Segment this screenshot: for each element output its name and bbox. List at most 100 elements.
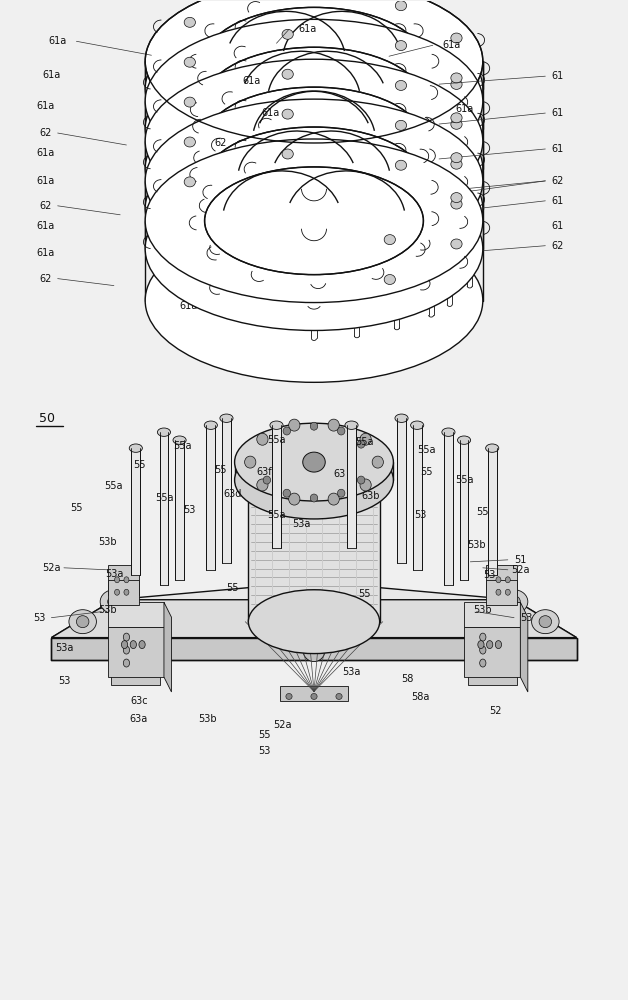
- Ellipse shape: [145, 47, 483, 211]
- Text: 61: 61: [552, 108, 564, 118]
- Ellipse shape: [184, 137, 195, 147]
- Ellipse shape: [289, 419, 300, 431]
- Text: 62: 62: [39, 128, 51, 138]
- Ellipse shape: [263, 476, 271, 484]
- Text: 55: 55: [477, 507, 489, 517]
- Text: 53a: 53a: [55, 643, 73, 653]
- Ellipse shape: [270, 421, 283, 429]
- Polygon shape: [488, 448, 497, 575]
- Text: 52a: 52a: [273, 720, 292, 730]
- Text: 61: 61: [552, 144, 564, 154]
- Text: 61a: 61a: [36, 101, 54, 111]
- Text: 55a: 55a: [173, 441, 192, 451]
- Ellipse shape: [248, 448, 380, 512]
- Text: 61a: 61a: [42, 70, 60, 80]
- Ellipse shape: [184, 57, 195, 67]
- Polygon shape: [460, 440, 468, 580]
- Polygon shape: [222, 418, 231, 563]
- Ellipse shape: [145, 99, 483, 263]
- Ellipse shape: [145, 0, 483, 143]
- Ellipse shape: [506, 589, 511, 595]
- Text: 62: 62: [214, 138, 227, 148]
- Polygon shape: [51, 600, 577, 638]
- Text: 62: 62: [39, 201, 51, 211]
- Ellipse shape: [123, 646, 129, 654]
- Text: 61a: 61a: [48, 36, 67, 46]
- Text: 63: 63: [333, 469, 345, 479]
- Text: 53b: 53b: [99, 605, 117, 615]
- Polygon shape: [486, 580, 517, 605]
- Ellipse shape: [451, 119, 462, 129]
- Text: 58: 58: [401, 675, 414, 685]
- Ellipse shape: [396, 80, 406, 90]
- Text: 55: 55: [257, 730, 270, 740]
- Polygon shape: [107, 580, 139, 605]
- Text: 52: 52: [489, 706, 502, 716]
- Ellipse shape: [145, 19, 483, 183]
- Ellipse shape: [129, 444, 143, 452]
- Ellipse shape: [123, 659, 129, 667]
- Polygon shape: [107, 602, 164, 627]
- Text: 62: 62: [551, 241, 564, 251]
- Polygon shape: [111, 648, 160, 685]
- Text: 61a: 61a: [36, 148, 54, 158]
- Polygon shape: [279, 686, 349, 701]
- Text: 63f: 63f: [256, 467, 272, 477]
- Text: 53a: 53a: [292, 519, 311, 529]
- Text: 61: 61: [552, 196, 564, 206]
- Ellipse shape: [158, 428, 171, 436]
- Text: 50: 50: [39, 412, 55, 425]
- Polygon shape: [413, 425, 421, 570]
- Ellipse shape: [496, 589, 501, 595]
- Ellipse shape: [145, 87, 483, 251]
- Ellipse shape: [124, 577, 129, 583]
- Text: 53: 53: [183, 505, 195, 515]
- Ellipse shape: [451, 153, 462, 163]
- Polygon shape: [107, 565, 139, 595]
- Ellipse shape: [310, 494, 318, 502]
- Ellipse shape: [130, 641, 136, 649]
- Ellipse shape: [205, 7, 423, 115]
- Text: 55: 55: [214, 465, 227, 475]
- Ellipse shape: [480, 633, 486, 641]
- Polygon shape: [131, 448, 140, 575]
- Ellipse shape: [451, 73, 462, 83]
- Ellipse shape: [411, 421, 424, 429]
- Ellipse shape: [451, 193, 462, 203]
- Ellipse shape: [480, 659, 486, 667]
- Ellipse shape: [451, 33, 462, 43]
- Text: 55a: 55a: [268, 435, 286, 445]
- Ellipse shape: [289, 493, 300, 505]
- Ellipse shape: [337, 489, 345, 497]
- Ellipse shape: [114, 589, 119, 595]
- Polygon shape: [235, 462, 393, 480]
- Ellipse shape: [248, 590, 380, 654]
- Ellipse shape: [173, 436, 186, 444]
- Text: 58a: 58a: [411, 692, 430, 702]
- Ellipse shape: [282, 149, 293, 159]
- Ellipse shape: [531, 610, 559, 634]
- Ellipse shape: [485, 444, 499, 452]
- Ellipse shape: [384, 195, 396, 205]
- Ellipse shape: [282, 109, 293, 119]
- Ellipse shape: [235, 441, 393, 519]
- Ellipse shape: [244, 456, 256, 468]
- Text: 63a: 63a: [130, 714, 148, 724]
- Text: 55: 55: [358, 589, 371, 599]
- Polygon shape: [207, 425, 215, 570]
- Ellipse shape: [283, 489, 291, 497]
- Ellipse shape: [311, 693, 317, 699]
- Text: 61a: 61a: [36, 248, 54, 258]
- Ellipse shape: [69, 610, 97, 634]
- Ellipse shape: [145, 127, 483, 291]
- Ellipse shape: [480, 646, 486, 654]
- Ellipse shape: [121, 641, 127, 649]
- Text: 55a: 55a: [154, 493, 173, 503]
- Ellipse shape: [205, 47, 423, 155]
- Polygon shape: [486, 565, 517, 595]
- Ellipse shape: [205, 87, 423, 195]
- Polygon shape: [175, 440, 184, 580]
- Text: 52a: 52a: [42, 563, 61, 573]
- Text: 61a: 61a: [211, 266, 229, 276]
- Text: 53b: 53b: [198, 714, 217, 724]
